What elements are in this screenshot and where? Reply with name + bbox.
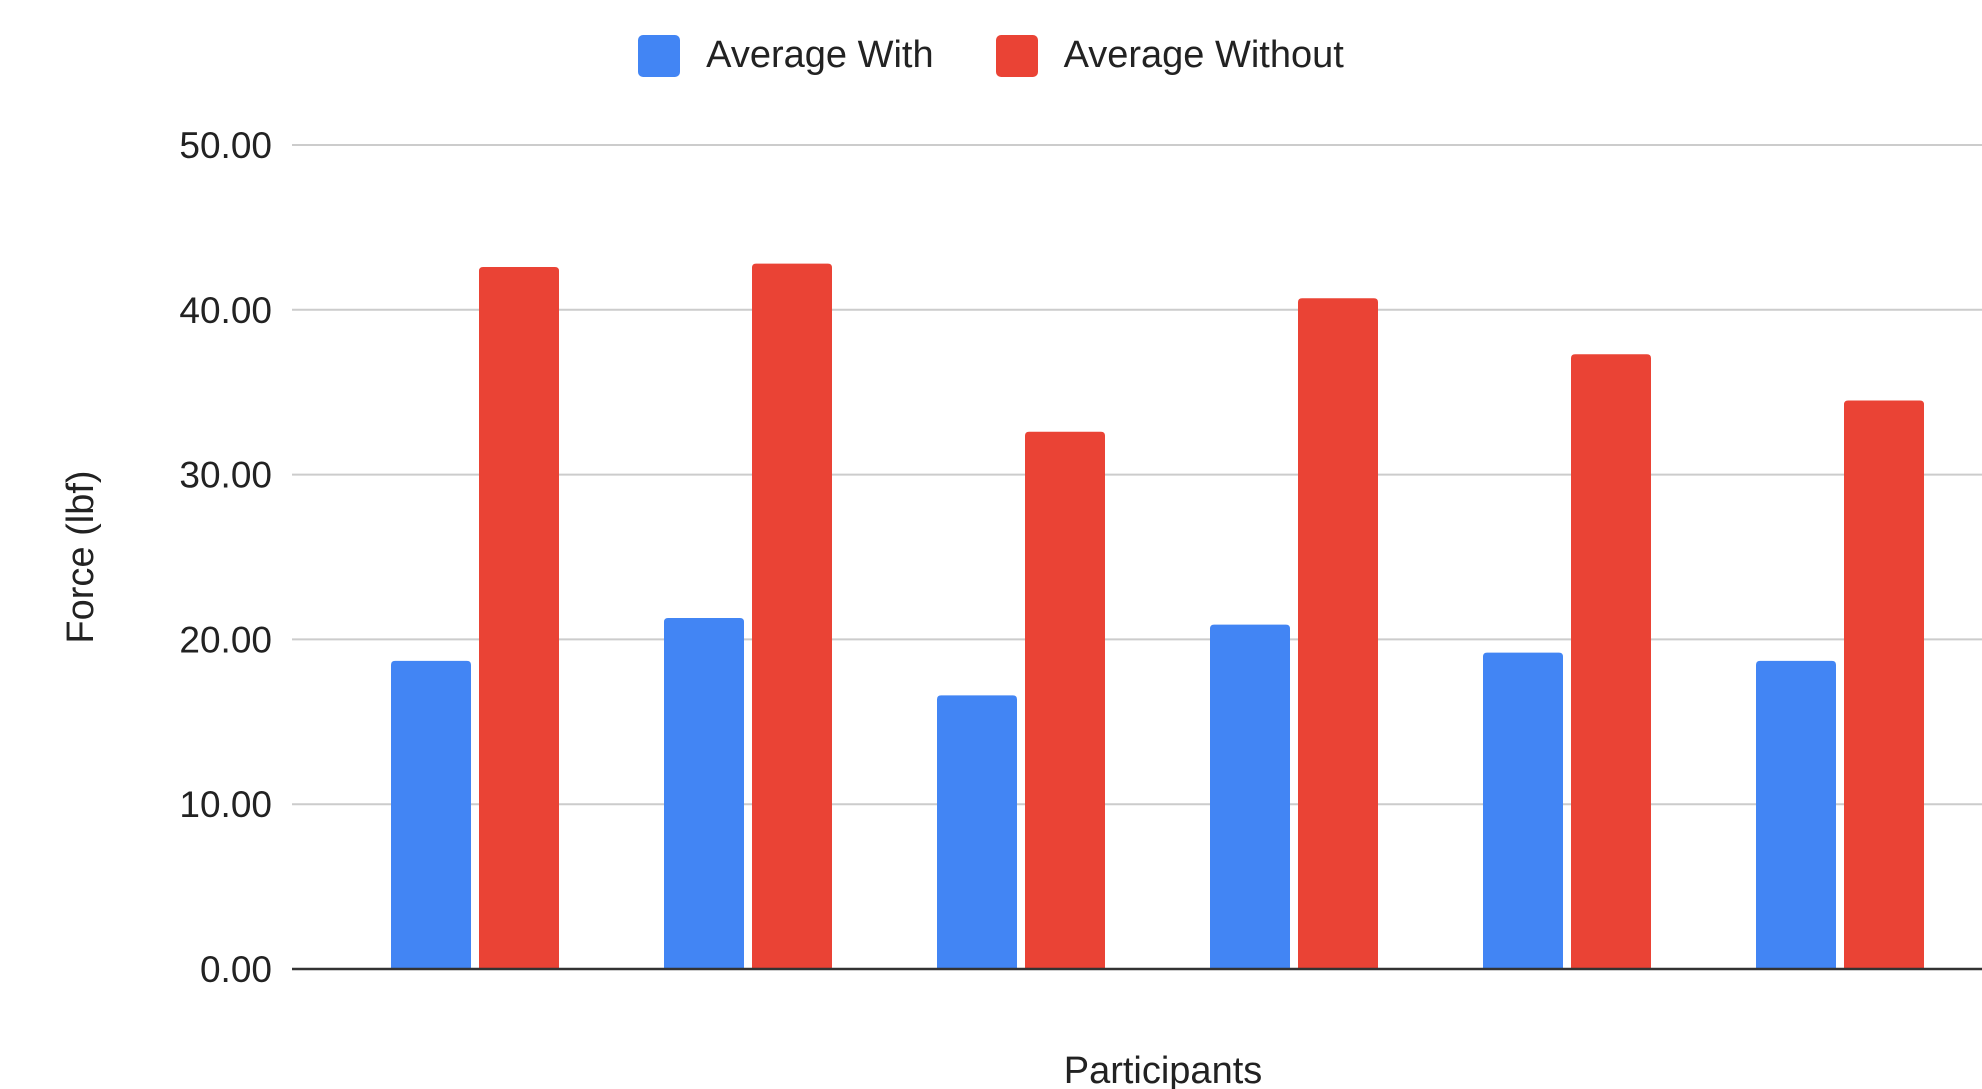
y-tick-label: 0.00: [200, 949, 272, 990]
bar-average-without[interactable]: [479, 266, 559, 969]
legend-item-average-with[interactable]: Average With: [638, 34, 934, 77]
bar-average-without[interactable]: [1298, 298, 1378, 969]
gridlines: [292, 144, 1982, 806]
bar-average-with[interactable]: [1483, 652, 1563, 969]
legend-label-average-without: Average Without: [1063, 34, 1344, 76]
bar-average-without[interactable]: [1571, 354, 1651, 969]
legend-swatch-average-with: [638, 34, 681, 77]
y-tick-label: 20.00: [179, 619, 272, 660]
bars: [391, 263, 1924, 969]
legend-swatch-average-without: [995, 34, 1038, 77]
y-axis-label: Force (lbf): [60, 470, 102, 643]
x-axis-label: Participants: [1064, 1050, 1263, 1089]
bar-average-with[interactable]: [937, 695, 1017, 969]
y-axis-ticks: 0.00 10.00 20.00 30.00 40.00 50.00: [179, 125, 272, 990]
legend-label-average-with: Average With: [706, 34, 934, 76]
legend-item-average-without[interactable]: Average Without: [995, 34, 1344, 77]
bar-average-with[interactable]: [1210, 624, 1290, 969]
bar-average-with[interactable]: [664, 617, 744, 969]
y-tick-label: 30.00: [179, 455, 272, 496]
bar-average-without[interactable]: [1844, 400, 1924, 969]
bar-average-with[interactable]: [1756, 660, 1836, 969]
y-tick-label: 40.00: [179, 290, 272, 331]
y-tick-label: 10.00: [179, 784, 272, 825]
y-tick-label: 50.00: [179, 125, 272, 166]
bar-average-with[interactable]: [391, 660, 471, 969]
legend: Average With Average Without: [0, 34, 1982, 77]
bar-average-without[interactable]: [1025, 431, 1105, 969]
bar-average-without[interactable]: [752, 263, 832, 969]
